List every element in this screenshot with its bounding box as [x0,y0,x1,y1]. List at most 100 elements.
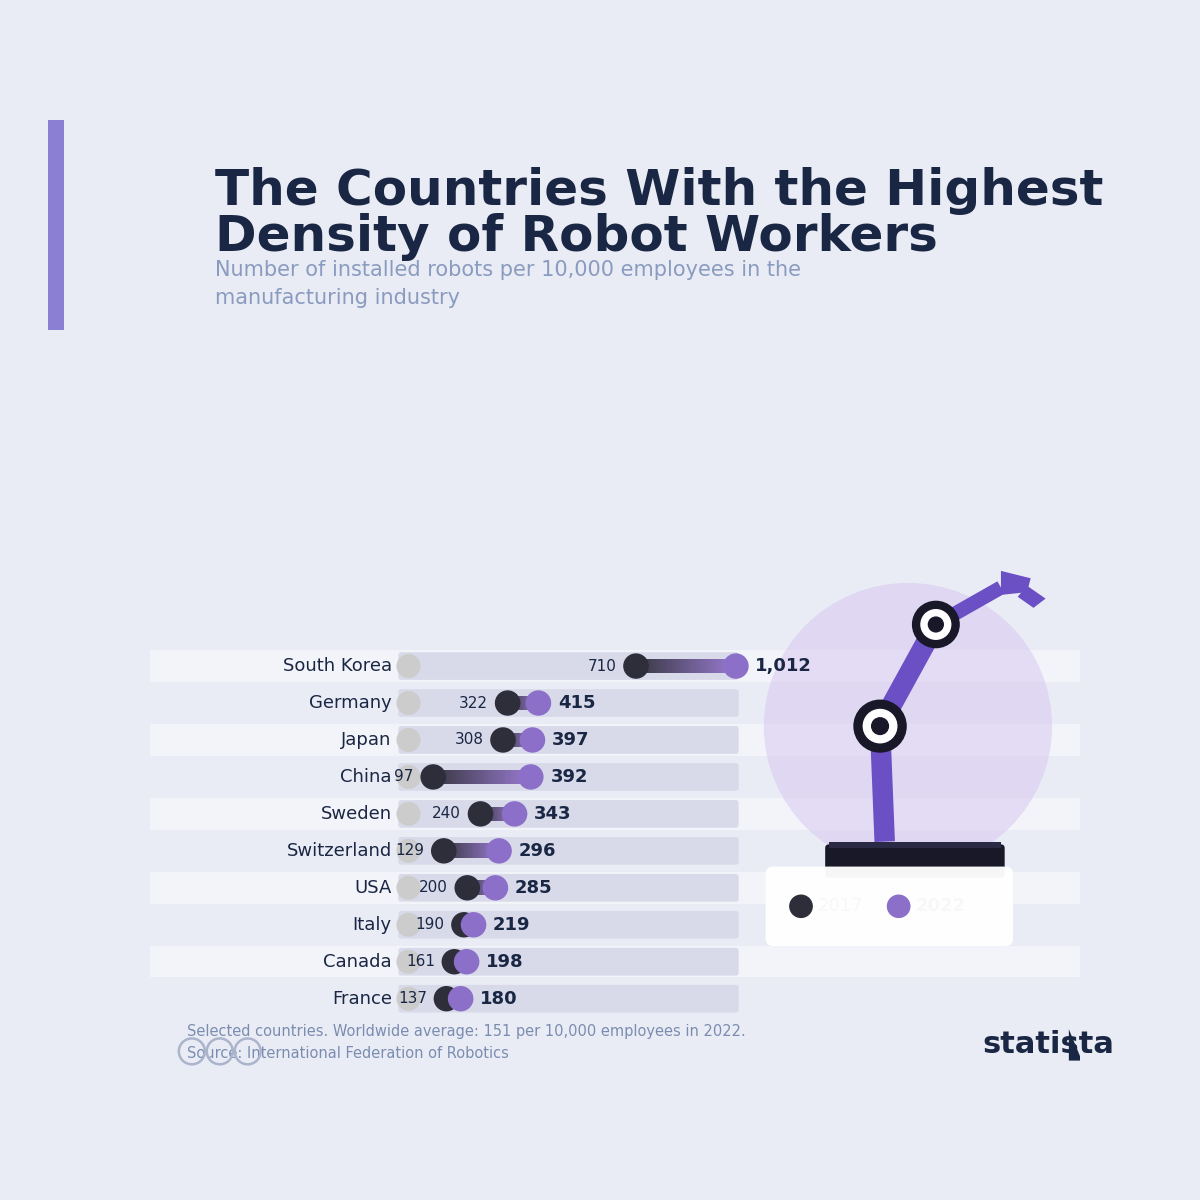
Bar [516,769,517,785]
Text: 190: 190 [415,917,444,932]
Bar [452,769,454,785]
Bar [638,659,640,673]
Bar [730,659,731,673]
Bar [727,659,728,673]
Polygon shape [1001,571,1031,595]
Bar [648,659,649,673]
Bar [689,659,690,673]
Text: 1,012: 1,012 [756,658,812,676]
Bar [445,769,446,785]
Bar [690,659,691,673]
Text: The Countries With the Highest: The Countries With the Highest [215,167,1104,215]
Bar [712,659,714,673]
Bar [485,769,486,785]
Bar [724,659,725,673]
Circle shape [396,986,421,1010]
Text: 322: 322 [460,696,488,710]
Text: 710: 710 [588,659,617,673]
Circle shape [888,895,910,917]
Bar [487,769,488,785]
Bar [515,769,516,785]
Bar [473,769,474,785]
Bar [499,769,500,785]
Bar [664,659,665,673]
Bar [725,659,726,673]
Bar [684,659,685,673]
Bar [641,659,642,673]
Bar [500,769,502,785]
Bar [720,659,721,673]
Bar [732,659,733,673]
Bar [691,659,692,673]
Text: USA: USA [354,878,391,896]
Bar [517,769,518,785]
Bar [443,769,444,785]
Bar [496,769,497,785]
Bar [680,659,682,673]
Bar [433,769,434,785]
Text: Sweden: Sweden [320,805,391,823]
Bar [643,659,644,673]
Circle shape [396,876,421,900]
Bar [527,769,528,785]
Bar [697,659,698,673]
Text: 180: 180 [480,990,518,1008]
Polygon shape [1069,1030,1082,1061]
Bar [498,769,499,785]
Bar [715,659,716,673]
Polygon shape [870,726,895,842]
Bar [636,659,637,673]
Bar [480,769,481,785]
Bar [716,659,718,673]
Bar [438,769,439,785]
Bar [488,769,490,785]
Bar [714,659,715,673]
Bar [464,769,466,785]
Text: Canada: Canada [323,953,391,971]
Circle shape [790,895,812,917]
Bar [671,659,672,673]
Bar [482,769,484,785]
Bar [646,659,647,673]
Bar [719,659,720,673]
Circle shape [763,583,1052,869]
Bar [449,769,450,785]
Bar [637,659,638,673]
Bar [524,769,526,785]
Text: 285: 285 [515,878,552,896]
Bar [673,659,674,673]
Bar [497,769,498,785]
Bar [644,659,646,673]
Bar [655,659,656,673]
Text: 97: 97 [395,769,414,785]
Text: statista: statista [983,1031,1115,1060]
Text: 397: 397 [552,731,589,749]
Circle shape [863,709,896,743]
Text: 2022: 2022 [916,898,965,916]
Bar [679,659,680,673]
Bar [502,769,503,785]
Circle shape [468,802,492,826]
Circle shape [455,876,479,900]
Bar [434,769,436,785]
Bar [492,769,493,785]
Circle shape [724,654,748,678]
Bar [672,659,673,673]
Circle shape [449,986,473,1010]
Bar [721,659,722,673]
Bar [686,659,688,673]
Bar [518,769,520,785]
FancyBboxPatch shape [766,866,1013,946]
Bar [504,769,505,785]
Bar [476,769,478,785]
Bar [468,769,469,785]
Text: 161: 161 [406,954,434,970]
Bar [509,769,510,785]
Bar [665,659,666,673]
Circle shape [518,764,542,788]
Text: Selected countries. Worldwide average: 151 per 10,000 employees in 2022.
Source:: Selected countries. Worldwide average: 1… [187,1024,746,1061]
Circle shape [452,913,476,937]
Bar [467,769,468,785]
Bar [450,769,451,785]
Polygon shape [1018,586,1045,608]
